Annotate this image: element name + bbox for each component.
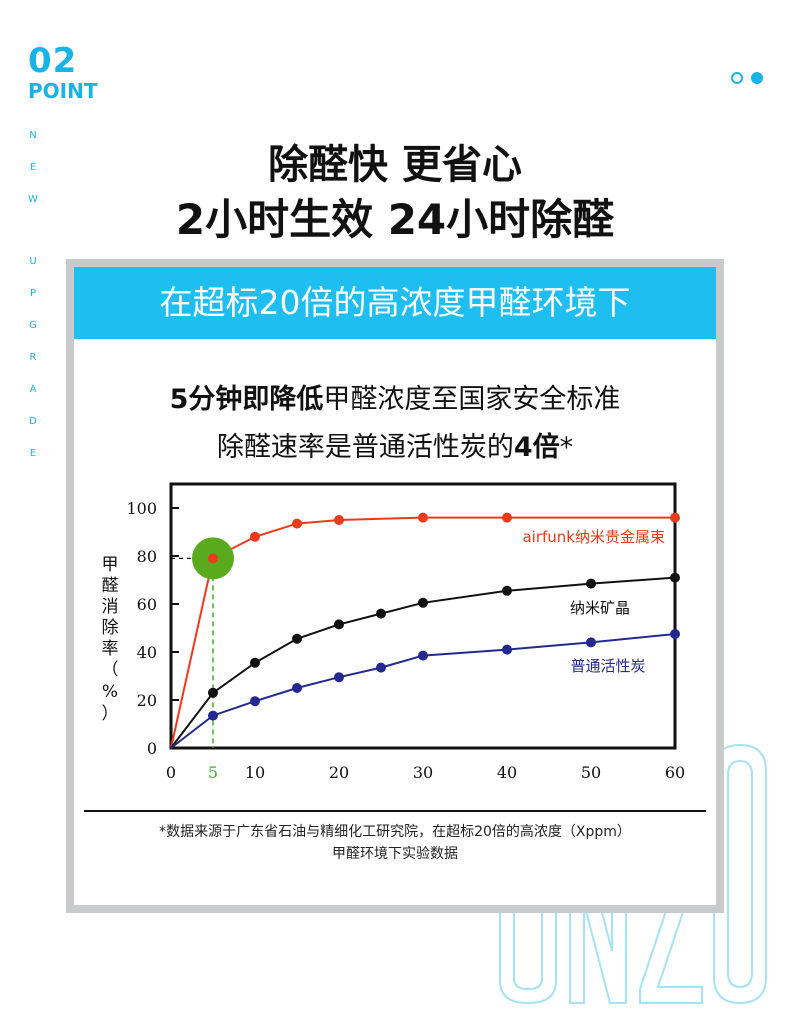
y-tick-label: 80 xyxy=(137,547,157,566)
series-2-point xyxy=(250,657,260,668)
x-tick-label: 5 xyxy=(208,763,218,782)
series-2-point xyxy=(586,578,596,589)
series-3-point xyxy=(586,637,596,648)
x-tick-label: 60 xyxy=(665,763,685,782)
comparison-card: 在超标20倍的高浓度甲醛环境下 5分钟即降低甲醛浓度至国家安全标准 除醛速率是普… xyxy=(66,259,724,913)
series-line-3 xyxy=(170,633,676,749)
series-3-point xyxy=(670,629,680,639)
vertical-word-new-letter: E xyxy=(29,162,37,173)
series-line-2 xyxy=(170,576,676,749)
vertical-word-upgrade-letter: E xyxy=(29,448,37,459)
series-label-2: 纳米矿晶 xyxy=(570,599,630,617)
page-dot-inactive xyxy=(731,72,743,84)
x-tick-label: 40 xyxy=(497,763,517,782)
headline-line-2: 2小时生效 24小时除醛 xyxy=(175,195,615,244)
series-1-point xyxy=(502,512,512,523)
x-tick-label: 20 xyxy=(329,763,349,782)
series-1-point xyxy=(418,512,428,523)
y-axis-label-char: （ xyxy=(102,660,119,680)
vertical-word-new-letter: W xyxy=(28,194,38,205)
y-tick-label: 20 xyxy=(137,691,157,710)
x-tick-label: 0 xyxy=(166,763,176,782)
series-1-point xyxy=(250,531,260,542)
y-tick-label: 0 xyxy=(147,739,157,758)
y-axis-label-char: 率 xyxy=(102,639,119,659)
footnote-line-2: 甲醛环境下实验数据 xyxy=(332,846,458,862)
vertical-word-new-letter: N xyxy=(29,130,37,141)
card-subtitle-line-1: 5分钟即降低甲醛浓度至国家安全标准 xyxy=(74,377,716,416)
y-axis-label-char: ） xyxy=(102,704,119,724)
y-axis-label-char: 甲 xyxy=(102,555,119,575)
subtitle-highlight: 4倍 xyxy=(513,432,560,463)
series-1-point xyxy=(670,512,680,523)
series-1-point xyxy=(334,515,344,525)
y-tick-label: 100 xyxy=(126,499,157,518)
vertical-word-new: N E W xyxy=(27,120,39,216)
y-axis-label-char: 除 xyxy=(102,618,119,638)
series-2-point xyxy=(670,572,680,583)
series-2-point xyxy=(292,633,302,644)
page-dot-active xyxy=(751,72,763,84)
series-3-point xyxy=(250,696,260,707)
x-tick-label: 30 xyxy=(413,763,433,782)
y-axis-label-char: % xyxy=(102,682,118,702)
series-label-1: airfunk纳米贵金属束 xyxy=(522,528,665,546)
series-label-3: 普通活性炭 xyxy=(570,657,645,675)
y-axis-label-char: 消 xyxy=(102,597,119,617)
series-2-point xyxy=(502,585,512,596)
card-body: 在超标20倍的高浓度甲醛环境下 5分钟即降低甲醛浓度至国家安全标准 除醛速率是普… xyxy=(74,267,716,905)
vertical-word-upgrade-letter: D xyxy=(29,416,37,427)
x-tick-label: 50 xyxy=(581,763,601,782)
vertical-word-upgrade-letter: R xyxy=(29,352,37,363)
vertical-word-upgrade-letter: P xyxy=(29,288,37,299)
subtitle-asterisk: * xyxy=(559,432,574,463)
series-1-point xyxy=(208,553,218,564)
vertical-word-upgrade-letter: A xyxy=(29,384,37,395)
headline-line-1: 除醛快 更省心 xyxy=(268,142,522,188)
card-banner: 在超标20倍的高浓度甲醛环境下 xyxy=(74,267,716,339)
vertical-word-upgrade-letter: G xyxy=(29,320,37,331)
series-3-point xyxy=(418,650,428,661)
x-tick-label: 10 xyxy=(245,763,265,782)
series-3-point xyxy=(376,662,386,673)
series-2-point xyxy=(418,597,428,608)
point-word: POINT xyxy=(28,79,98,103)
y-tick-label: 60 xyxy=(137,595,157,614)
vertical-word-upgrade: U P G R A D E xyxy=(27,246,39,470)
series-2-point xyxy=(208,687,218,698)
footnote-divider xyxy=(84,810,706,812)
series-3-point xyxy=(502,644,512,655)
series-3-point xyxy=(334,672,344,683)
series-2-point xyxy=(376,608,386,619)
subtitle-text: 除醛速率是普通活性炭的 xyxy=(216,432,514,463)
card-subtitle-line-2: 除醛速率是普通活性炭的4倍* xyxy=(74,425,716,464)
point-number: 02 xyxy=(28,41,78,81)
series-1-point xyxy=(292,518,302,529)
y-tick-label: 40 xyxy=(137,643,157,662)
y-axis-label-char: 醛 xyxy=(102,576,119,596)
subtitle-highlight: 5分钟即降低 xyxy=(169,384,324,415)
vertical-word-upgrade-letter: U xyxy=(29,256,37,267)
series-2-point xyxy=(334,619,344,630)
series-3-point xyxy=(292,683,302,693)
footnote-line-1: *数据来源于广东省石油与精细化工研究院，在超标20倍的高浓度（Xppm） xyxy=(159,824,631,840)
plot-frame xyxy=(169,482,677,750)
series-3-point xyxy=(208,710,218,721)
subtitle-text: 甲醛浓度至国家安全标准 xyxy=(323,384,621,415)
series-line-1 xyxy=(170,516,675,749)
